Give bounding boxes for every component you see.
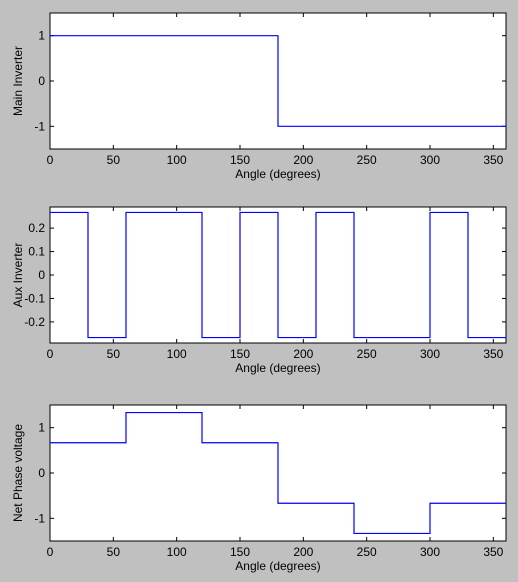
y-tick-label: -0.2 <box>24 315 45 329</box>
x-tick-label: 150 <box>230 153 250 167</box>
x-tick-label: 250 <box>357 153 377 167</box>
x-tick-label: 50 <box>107 153 121 167</box>
y-axis-label: Aux Inverter <box>11 243 25 308</box>
x-tick-label: 100 <box>167 153 187 167</box>
x-tick-label: 0 <box>47 347 54 361</box>
x-tick-label: 200 <box>293 545 313 559</box>
x-tick-label: 50 <box>107 347 121 361</box>
x-tick-label: 0 <box>47 545 54 559</box>
y-tick-label: 0 <box>38 74 45 88</box>
x-tick-label: 300 <box>420 545 440 559</box>
x-tick-label: 250 <box>357 545 377 559</box>
x-tick-label: 350 <box>483 347 503 361</box>
y-tick-label: 1 <box>38 421 45 435</box>
y-axis-label: Main Inverter <box>11 46 25 116</box>
y-tick-label: 0 <box>38 466 45 480</box>
x-tick-label: 350 <box>483 545 503 559</box>
x-axis-label: Angle (degrees) <box>235 167 320 181</box>
x-tick-label: 150 <box>230 545 250 559</box>
y-tick-label: 1 <box>38 29 45 43</box>
x-tick-label: 250 <box>357 347 377 361</box>
y-axis-label: Net Phase voltage <box>11 424 25 522</box>
y-tick-label: 0.2 <box>28 221 45 235</box>
x-tick-label: 0 <box>47 153 54 167</box>
y-tick-label: 0.1 <box>28 245 45 259</box>
y-tick-label: -1 <box>34 511 45 525</box>
x-tick-label: 150 <box>230 347 250 361</box>
y-tick-label: 0 <box>38 268 45 282</box>
x-tick-label: 100 <box>167 347 187 361</box>
series-line-1 <box>50 35 506 127</box>
x-tick-label: 100 <box>167 545 187 559</box>
x-tick-label: 50 <box>107 545 121 559</box>
chart-3: 0 50 100 150 200 250 300 350 1 0 -1 Angle (degrees)… <box>11 404 507 573</box>
x-tick-label: 200 <box>293 153 313 167</box>
x-axis-label: Angle (degrees) <box>235 559 320 573</box>
chart-2: 0 50 100 150 200 250 300 350 0.2 0.1 0 -0.1 -0.2 Angl… <box>11 206 507 375</box>
chart-1: 0 50 100 150 200 250 300 350 1 0 -1 Angle (degrees)… <box>11 12 507 181</box>
y-tick-label: -1 <box>34 119 45 133</box>
x-tick-label: 300 <box>420 347 440 361</box>
series-line-1 <box>50 411 506 535</box>
y-tick-label: -0.1 <box>24 291 45 305</box>
x-tick-label: 350 <box>483 153 503 167</box>
x-axis-label: Angle (degrees) <box>235 361 320 375</box>
x-tick-label: 300 <box>420 153 440 167</box>
x-tick-label: 200 <box>293 347 313 361</box>
series-line-1 <box>50 211 506 339</box>
